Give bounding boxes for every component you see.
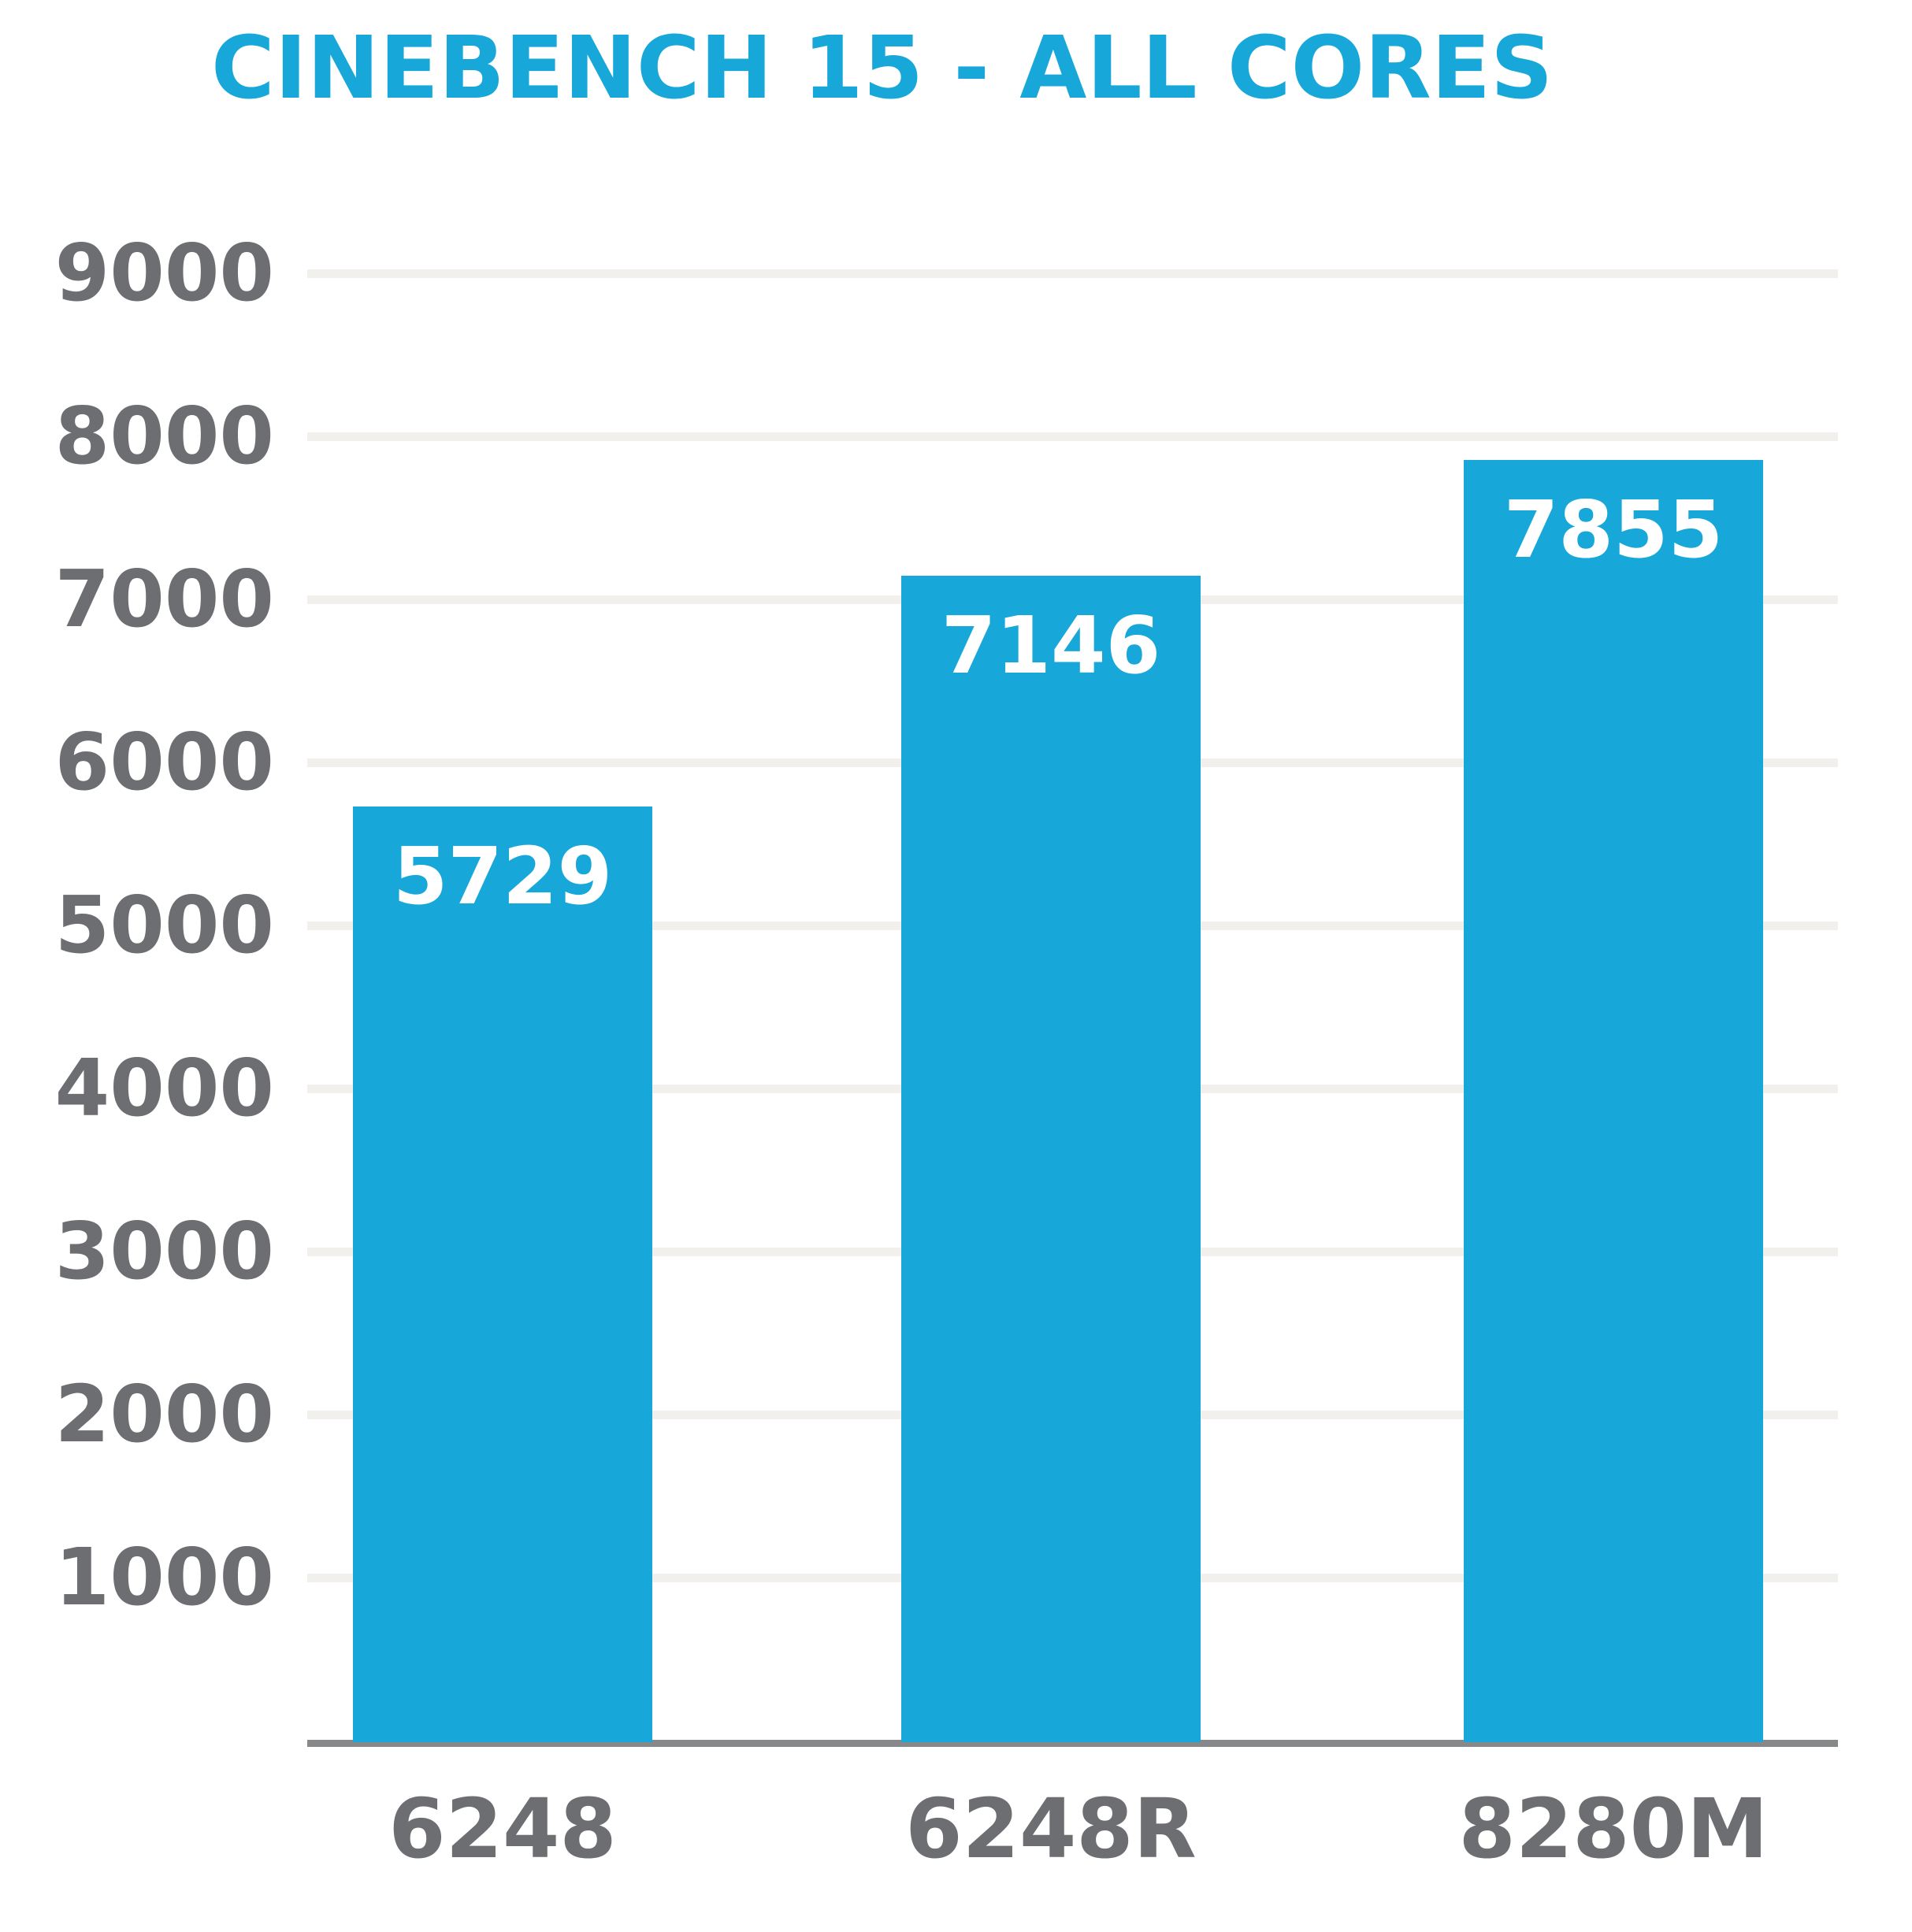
y-tick-label-7000: 7000 — [54, 553, 274, 645]
bar-6248: 5729 — [353, 807, 652, 1742]
bar-value-label-6248R: 7146 — [941, 599, 1161, 692]
x-axis-label-8280M: 8280M — [1458, 1781, 1769, 1877]
x-axis-line — [307, 1740, 1838, 1747]
bar-8280M: 7855 — [1464, 460, 1763, 1742]
gridline-8000 — [307, 432, 1838, 441]
chart-title: CINEBENCH 15 - ALL CORES — [211, 17, 1554, 118]
y-tick-label-2000: 2000 — [54, 1368, 274, 1460]
gridline-9000 — [307, 269, 1838, 278]
y-tick-label-1000: 1000 — [54, 1531, 274, 1623]
bar-value-label-8280M: 7855 — [1503, 484, 1724, 576]
y-tick-label-6000: 6000 — [54, 716, 274, 808]
bar-value-label-6248: 5729 — [392, 830, 613, 923]
y-tick-label-8000: 8000 — [54, 390, 274, 482]
y-tick-label-9000: 9000 — [54, 227, 274, 319]
y-tick-label-3000: 3000 — [54, 1205, 274, 1297]
y-tick-label-5000: 5000 — [54, 879, 274, 971]
bar-6248R: 7146 — [901, 575, 1201, 1742]
y-tick-label-4000: 4000 — [54, 1042, 274, 1134]
x-axis-label-6248R: 6248R — [905, 1781, 1197, 1877]
x-axis-label-6248: 6248 — [388, 1781, 617, 1877]
